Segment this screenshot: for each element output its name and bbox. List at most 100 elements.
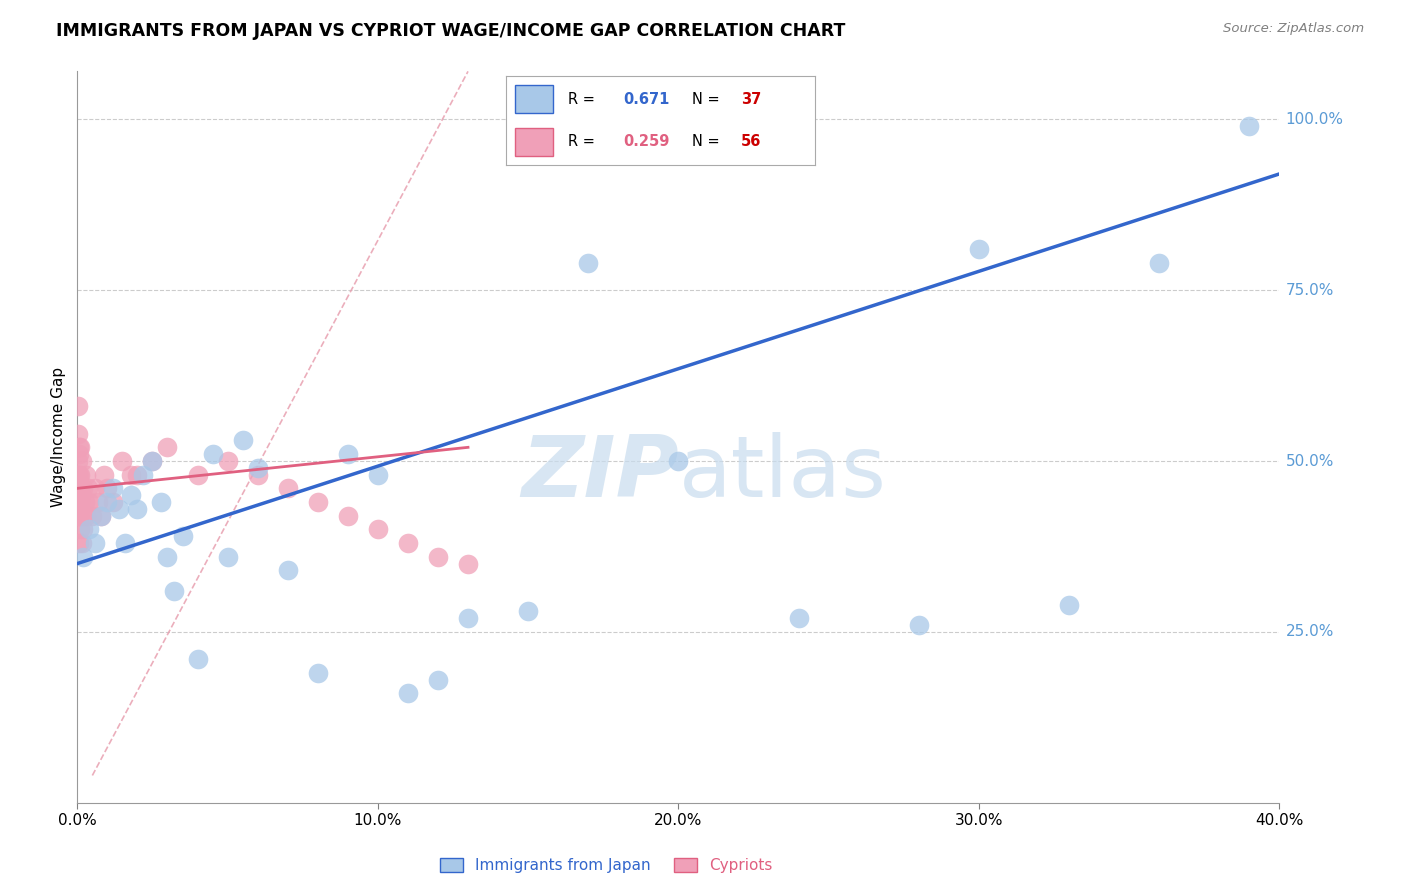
- Point: [277, 481, 299, 495]
- Point: [67, 495, 90, 509]
- Point: [70, 454, 93, 468]
- Point: [70, 536, 93, 550]
- Point: [967, 242, 990, 256]
- Point: [67, 475, 90, 489]
- Point: [66, 488, 89, 502]
- Point: [336, 508, 359, 523]
- Point: [67, 467, 90, 482]
- Point: [201, 447, 224, 461]
- Point: [79, 495, 101, 509]
- Point: [336, 447, 359, 461]
- Point: [111, 454, 134, 468]
- Bar: [516, 85, 553, 113]
- Point: [787, 611, 810, 625]
- Point: [67, 536, 90, 550]
- Point: [127, 501, 149, 516]
- Point: [396, 686, 419, 700]
- Point: [217, 549, 239, 564]
- Point: [141, 454, 163, 468]
- Point: [69, 495, 91, 509]
- Point: [69, 467, 91, 482]
- Point: [517, 604, 540, 618]
- Point: [67, 508, 90, 523]
- Point: [67, 501, 90, 516]
- Point: [427, 673, 450, 687]
- Text: 50.0%: 50.0%: [1285, 453, 1334, 468]
- Point: [69, 481, 91, 495]
- Point: [90, 508, 112, 523]
- Point: [87, 495, 110, 509]
- Point: [103, 495, 125, 509]
- Point: [186, 467, 209, 482]
- Text: 0.671: 0.671: [624, 92, 671, 106]
- Point: [69, 501, 91, 516]
- Point: [156, 549, 179, 564]
- Text: N =: N =: [692, 135, 724, 149]
- Point: [84, 481, 107, 495]
- Point: [72, 508, 94, 523]
- Point: [367, 522, 389, 536]
- Point: [246, 460, 269, 475]
- Point: [67, 481, 90, 495]
- Point: [67, 495, 90, 509]
- Point: [1057, 598, 1080, 612]
- Point: [427, 549, 450, 564]
- Point: [90, 508, 112, 523]
- Point: [141, 454, 163, 468]
- Point: [70, 488, 93, 502]
- Point: [1149, 256, 1171, 270]
- Point: [76, 481, 98, 495]
- Point: [69, 522, 91, 536]
- Point: [66, 426, 89, 441]
- Point: [75, 508, 97, 523]
- Legend: Immigrants from Japan, Cypriots: Immigrants from Japan, Cypriots: [434, 852, 779, 880]
- Point: [246, 467, 269, 482]
- Point: [96, 481, 118, 495]
- Point: [277, 563, 299, 577]
- Point: [73, 495, 96, 509]
- Point: [66, 454, 89, 468]
- Point: [82, 508, 104, 523]
- Point: [162, 583, 184, 598]
- Text: N =: N =: [692, 92, 724, 106]
- Point: [908, 618, 931, 632]
- Point: [120, 488, 142, 502]
- Point: [72, 522, 94, 536]
- Point: [172, 529, 194, 543]
- Text: 0.259: 0.259: [624, 135, 671, 149]
- Point: [108, 501, 131, 516]
- Bar: [516, 128, 553, 156]
- Text: 56: 56: [741, 135, 762, 149]
- Point: [307, 495, 329, 509]
- Text: 25.0%: 25.0%: [1285, 624, 1334, 640]
- Text: 100.0%: 100.0%: [1285, 112, 1344, 127]
- Point: [186, 652, 209, 666]
- Point: [217, 454, 239, 468]
- Point: [103, 481, 125, 495]
- Text: Source: ZipAtlas.com: Source: ZipAtlas.com: [1223, 22, 1364, 36]
- Point: [367, 467, 389, 482]
- Point: [307, 665, 329, 680]
- Point: [132, 467, 155, 482]
- Text: atlas: atlas: [679, 432, 886, 516]
- Point: [668, 454, 690, 468]
- Text: IMMIGRANTS FROM JAPAN VS CYPRIOT WAGE/INCOME GAP CORRELATION CHART: IMMIGRANTS FROM JAPAN VS CYPRIOT WAGE/IN…: [56, 22, 845, 40]
- Point: [84, 536, 107, 550]
- Point: [127, 467, 149, 482]
- Y-axis label: Wage/Income Gap: Wage/Income Gap: [51, 367, 66, 508]
- Point: [67, 440, 90, 454]
- Text: 37: 37: [741, 92, 762, 106]
- Point: [120, 467, 142, 482]
- Point: [72, 481, 94, 495]
- Point: [67, 467, 90, 482]
- Point: [576, 256, 599, 270]
- Point: [75, 467, 97, 482]
- Point: [1239, 119, 1261, 133]
- Point: [232, 434, 254, 448]
- Text: R =: R =: [568, 92, 599, 106]
- Text: ZIP: ZIP: [520, 432, 679, 516]
- Point: [93, 467, 115, 482]
- Point: [156, 440, 179, 454]
- Point: [66, 400, 89, 414]
- Text: R =: R =: [568, 135, 599, 149]
